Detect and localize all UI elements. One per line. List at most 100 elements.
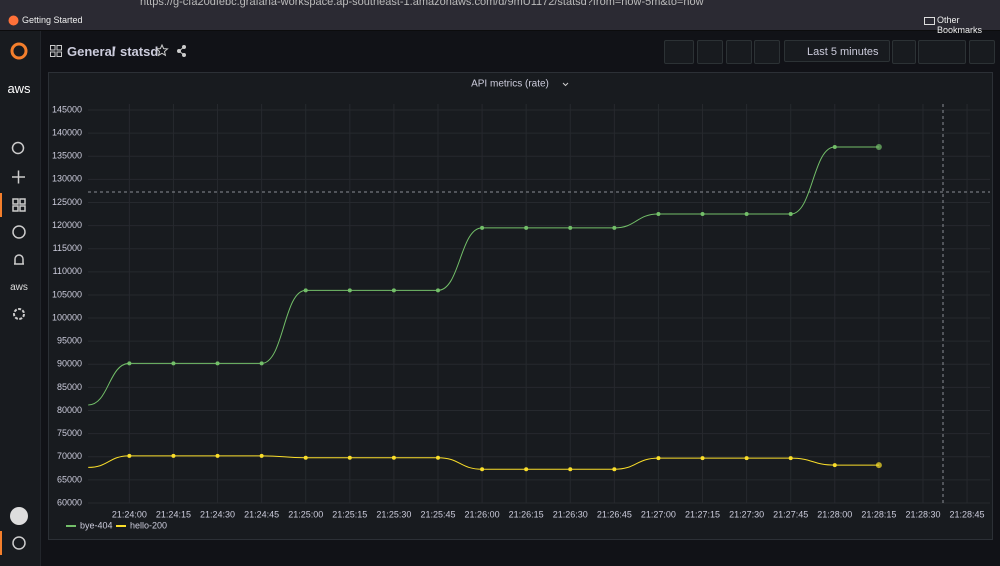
point [788,212,793,217]
legend-label: bye-404 [80,520,113,530]
x-tick-label: 21:24:45 [244,509,279,519]
point [568,225,573,230]
y-tick-label: 115000 [53,243,82,253]
url-bar: https://g-cfa20dfebc.grafana-workspace.a… [0,0,1000,12]
star-icon[interactable] [156,44,169,57]
x-tick-label: 21:27:15 [685,509,720,519]
point [788,456,793,461]
y-tick-label: 85000 [57,382,82,392]
tv-button[interactable] [969,40,995,64]
point [435,288,440,293]
x-tick-label: 21:24:15 [156,509,191,519]
avatar[interactable] [10,507,28,525]
config-icon[interactable] [13,308,25,320]
url[interactable]: https://g-cfa20dfebc.grafana-workspace.a… [140,0,704,8]
aws-logo: aws [7,81,31,96]
x-tick-label: 21:28:15 [861,509,896,519]
x-tick-label: 21:25:30 [376,509,411,519]
point [524,225,529,230]
point [568,467,573,472]
share-icon[interactable] [177,45,186,57]
y-tick-label: 130000 [52,174,82,184]
add-panel-button[interactable] [664,40,694,64]
point [171,453,176,458]
x-tick-label: 21:26:00 [465,509,500,519]
folder-icon [924,17,935,25]
bookmark[interactable]: Getting Started [22,15,83,25]
aws-menu[interactable]: aws [10,282,28,293]
panel-title[interactable]: API metrics (rate) [471,79,549,90]
legend-label: hello-200 [130,520,167,530]
title-caret [562,82,569,87]
y-tick-label: 95000 [57,336,82,346]
point [524,467,529,472]
dash-icon [50,45,62,57]
time-range: Last 5 minutes [807,46,879,58]
y-tick-label: 105000 [52,289,82,299]
x-tick-label: 21:27:45 [773,509,808,519]
x-tick-label: 21:27:00 [641,509,676,519]
info-button[interactable] [726,40,752,64]
separator: / [112,44,116,59]
title-icons [156,44,186,57]
point [656,212,661,217]
alerting-icon[interactable] [14,254,24,265]
sidebar-icons: aws aws [0,42,31,555]
x-tick-label: 21:25:00 [288,509,323,519]
y-tick-label: 90000 [57,359,82,369]
zoom-out-button[interactable] [892,40,916,64]
folder-link[interactable]: General [67,44,116,59]
point [127,453,132,458]
point [391,288,396,293]
x-tick-label: 21:28:00 [817,509,852,519]
x-tick-label: 21:25:45 [420,509,455,519]
create-icon[interactable] [12,170,25,184]
y-tick-label: 75000 [57,428,82,438]
point [656,456,661,461]
point [259,361,264,366]
point [480,225,485,230]
point [875,462,882,469]
bookmark[interactable]: Other Bookmarks [937,15,983,35]
top-nav: General / statsd Last 5 minutes [40,31,1000,71]
bookmarks-bar: Getting Started Other Bookmarks [0,12,1000,35]
sidebar: aws aws [0,31,41,566]
dashboard-title[interactable]: statsd [120,44,159,59]
x-tick-label: 21:26:15 [509,509,544,519]
x-tick-label: 21:27:30 [729,509,764,519]
y-tick-label: 60000 [57,497,82,507]
point [303,288,308,293]
y-tick-label: 70000 [57,451,82,461]
save-button[interactable] [697,40,723,64]
x-tick-label: 21:25:15 [332,509,367,519]
point [700,212,705,217]
refresh-button[interactable] [918,40,966,64]
help-icon[interactable] [12,536,26,550]
point [303,455,308,460]
settings-button[interactable] [754,40,780,64]
explore-icon[interactable] [12,225,26,239]
y-tick-label: 65000 [57,474,82,484]
x-tick-label: 21:26:45 [597,509,632,519]
y-tick-label: 135000 [52,151,82,161]
y-tick-label: 100000 [52,312,82,322]
point [744,456,749,461]
grafana-logo[interactable] [10,42,28,60]
point [259,453,264,458]
dashboards-icon[interactable] [12,198,26,212]
x-tick-label: 21:24:30 [200,509,235,519]
help-marker [0,531,2,555]
x-tick-label: 21:24:00 [112,509,147,519]
point [215,453,220,458]
y-tick-label: 125000 [52,197,82,207]
point [744,212,749,217]
point [480,467,485,472]
point [612,467,617,472]
panel: API metrics (rate) 60000 65000 70000 75000 8… [48,72,993,540]
time-picker[interactable]: Last 5 minutes [784,40,890,62]
point [171,361,176,366]
point [832,144,837,149]
search-icon[interactable] [11,141,25,155]
x-tick-label: 21:28:30 [905,509,940,519]
